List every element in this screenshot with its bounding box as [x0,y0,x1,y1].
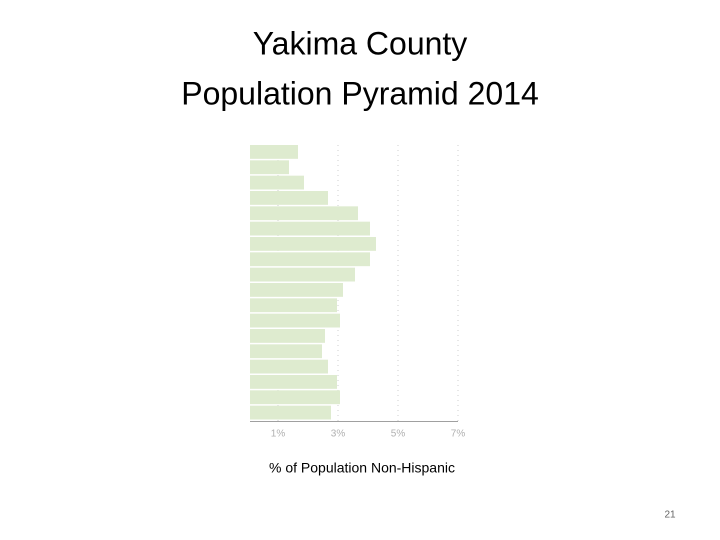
bar [250,405,331,420]
bar [250,283,343,297]
bar [250,175,304,190]
bar [250,298,337,313]
bar [250,252,370,267]
bar [250,329,325,343]
bar [250,145,298,159]
chart-title: Population Pyramid 2014 [181,75,539,111]
x-tick-label: 7% [451,429,466,440]
x-tick-label: 3% [331,429,346,440]
bar [250,313,340,328]
x-axis-label: % of Population Non-Hispanic [269,460,455,476]
bar [250,191,328,205]
bar [250,390,340,405]
bar [250,221,370,236]
bar [250,160,289,175]
bar [250,237,376,251]
chart-title: Yakima County [253,25,468,61]
x-tick-label: 5% [391,429,406,440]
bar [250,267,355,282]
bar [250,344,322,359]
x-tick-label: 1% [271,429,286,440]
bar [250,375,337,389]
page-number: 21 [664,510,676,521]
bar [250,206,358,221]
bar [250,359,328,374]
